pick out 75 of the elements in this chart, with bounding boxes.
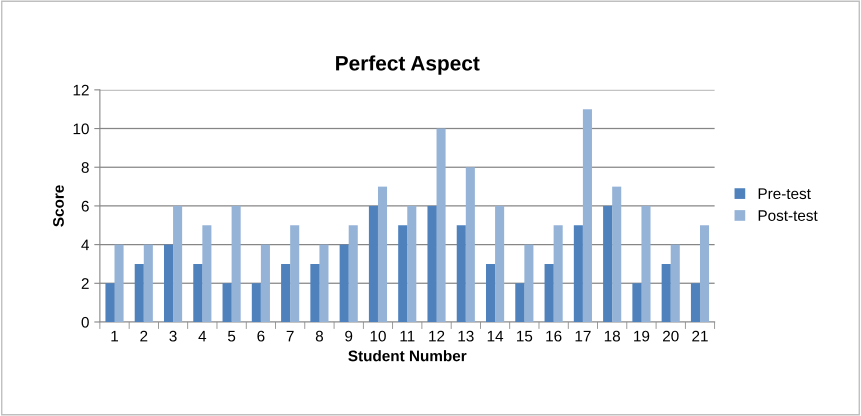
x-tick-label: 17 <box>576 330 591 342</box>
x-tick-label: 18 <box>604 330 620 342</box>
x-tick-label: 14 <box>488 330 504 342</box>
bar <box>222 283 232 322</box>
bar <box>515 283 524 322</box>
x-tick-label: 1 <box>111 330 118 342</box>
bar <box>466 167 475 322</box>
bar <box>398 225 408 322</box>
bar <box>554 225 563 322</box>
bar <box>340 244 349 322</box>
x-tick-label: 16 <box>546 330 562 342</box>
x-tick-label: 2 <box>140 330 148 342</box>
x-tick-label: 4 <box>198 330 206 342</box>
x-tick-label: 5 <box>228 330 236 342</box>
x-tick-label: 6 <box>257 330 264 342</box>
x-tick-label: 15 <box>517 330 532 342</box>
bar <box>524 244 534 322</box>
bar <box>670 244 680 322</box>
y-tick-label: 10 <box>74 123 89 134</box>
x-tick-label: 3 <box>169 330 177 342</box>
bar <box>662 264 671 322</box>
bar <box>310 264 320 322</box>
bar <box>164 244 174 322</box>
bar <box>319 244 329 322</box>
bar <box>436 128 446 322</box>
x-tick-label: 9 <box>345 330 352 342</box>
x-axis-title: Student Number <box>348 350 466 362</box>
legend-label: Post-test <box>758 210 818 221</box>
y-tick-label: 4 <box>81 240 90 250</box>
x-tick-label: 21 <box>692 330 708 342</box>
x-tick-label: 8 <box>316 330 324 342</box>
x-tick-label: 19 <box>634 330 650 342</box>
x-tick-label: 10 <box>370 330 386 342</box>
bar <box>407 206 416 322</box>
y-tick-label: 0 <box>82 316 89 328</box>
bar <box>641 206 651 322</box>
chart-title: Perfect Aspect <box>336 55 480 75</box>
bar <box>193 264 202 322</box>
bar <box>290 225 300 322</box>
bar <box>582 109 592 322</box>
bar <box>368 206 378 322</box>
bar <box>134 264 144 322</box>
bar <box>486 264 496 322</box>
bar <box>281 264 290 322</box>
bar <box>544 264 554 322</box>
bar <box>105 283 115 322</box>
bar <box>232 206 241 322</box>
x-tick-label: 7 <box>286 330 294 342</box>
bar <box>260 244 270 322</box>
y-tick-label: 8 <box>82 162 89 173</box>
bar <box>603 206 612 322</box>
bar <box>574 225 583 322</box>
bar <box>690 283 700 322</box>
bar <box>144 244 153 322</box>
bar <box>495 206 504 322</box>
bar <box>173 206 182 322</box>
y-tick-label: 6 <box>82 200 89 212</box>
bar <box>427 206 437 322</box>
y-tick-label: 2 <box>82 278 89 289</box>
x-tick-label: 13 <box>458 330 474 342</box>
bar <box>378 186 388 322</box>
bar <box>202 225 212 322</box>
bar <box>114 244 124 322</box>
y-axis-title: Score <box>53 185 64 227</box>
bar <box>456 225 466 322</box>
bar <box>348 225 358 322</box>
x-tick-label: 12 <box>429 330 444 342</box>
x-tick-label: 20 <box>662 330 679 342</box>
bar <box>612 186 622 322</box>
y-tick-label: 12 <box>74 84 89 96</box>
bar <box>700 225 710 322</box>
bar <box>252 283 261 322</box>
x-tick-label: 11 <box>400 330 414 342</box>
bar <box>632 283 642 322</box>
legend-label: Pre-test <box>758 188 811 200</box>
